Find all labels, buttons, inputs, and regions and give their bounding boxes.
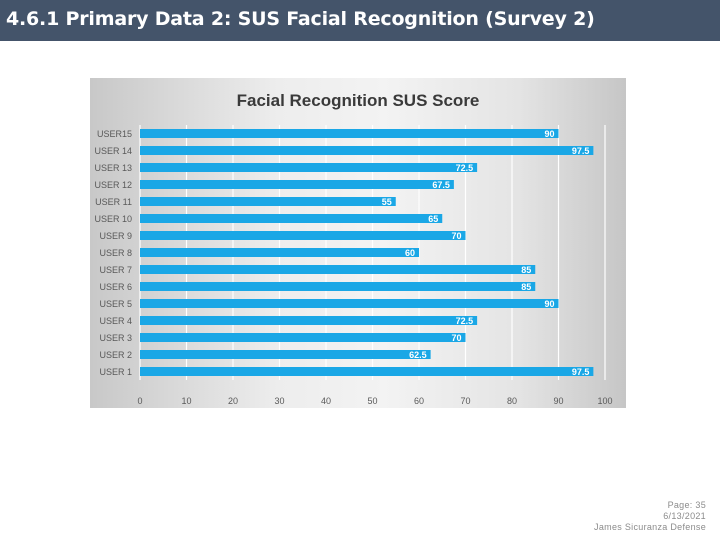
x-tick-label: 90	[553, 396, 563, 406]
bar	[140, 214, 443, 223]
category-label: USER 13	[94, 163, 132, 173]
bar	[140, 163, 478, 172]
slide-title-bar: 4.6.1 Primary Data 2: SUS Facial Recogni…	[0, 0, 720, 41]
category-label: USER 2	[99, 350, 132, 360]
footer-author: James Sicuranza Defense	[594, 522, 706, 532]
x-tick-label: 70	[460, 396, 470, 406]
x-tick-label: 10	[181, 396, 191, 406]
bar-value-label: 85	[521, 282, 531, 292]
bar-value-label: 72.5	[456, 316, 474, 326]
x-tick-label: 100	[597, 396, 612, 406]
bar-value-label: 85	[521, 265, 531, 275]
category-label: USER 7	[99, 265, 132, 275]
bar	[140, 299, 559, 308]
footer-page: Page: 35	[667, 500, 706, 510]
chart-bars: 90 97.5 72.5 67.5 55 65 70 60 85 85 90 72.5 70 62.5 97…	[140, 129, 594, 377]
category-label: USER 11	[95, 197, 132, 207]
category-label: USER 6	[99, 282, 132, 292]
bar	[140, 248, 419, 257]
bar-value-label: 72.5	[456, 163, 474, 173]
bar-value-label: 62.5	[409, 350, 427, 360]
bar-value-label: 70	[451, 333, 461, 343]
bar	[140, 350, 431, 359]
bar-value-label: 90	[544, 129, 554, 139]
bar-value-label: 65	[428, 214, 438, 224]
slide-footer: Page: 35 6/13/2021 James Sicuranza Defen…	[594, 500, 706, 533]
chart-canvas: Facial Recognition SUS Score 90 97.5 72.5 6…	[94, 91, 612, 406]
slide-title: 4.6.1 Primary Data 2: SUS Facial Recogni…	[6, 8, 595, 30]
footer-date: 6/13/2021	[663, 511, 706, 521]
x-tick-label: 80	[507, 396, 517, 406]
bar-value-label: 55	[382, 197, 392, 207]
category-label: USER 12	[94, 180, 132, 190]
chart-title: Facial Recognition SUS Score	[237, 91, 480, 110]
x-tick-label: 30	[274, 396, 284, 406]
category-label: USER 4	[99, 316, 132, 326]
bar-value-label: 90	[544, 299, 554, 309]
category-label: USER 1	[99, 367, 132, 377]
bar-value-label: 97.5	[572, 146, 590, 156]
category-label: USER 14	[94, 146, 132, 156]
x-tick-label: 0	[137, 396, 142, 406]
bar	[140, 197, 396, 206]
bar	[140, 129, 559, 138]
bar	[140, 265, 536, 274]
category-label: USER 5	[99, 299, 132, 309]
bar	[140, 180, 454, 189]
bar	[140, 367, 594, 376]
bar-value-label: 70	[451, 231, 461, 241]
chart-x-tick-labels: 0 10 20 30 40 50 60 70 80 90 100	[137, 396, 612, 406]
x-tick-label: 60	[414, 396, 424, 406]
x-tick-label: 40	[321, 396, 331, 406]
x-tick-label: 50	[367, 396, 377, 406]
category-label: USER 8	[99, 248, 132, 258]
bar-value-label: 97.5	[572, 367, 590, 377]
category-label: USER 3	[99, 333, 132, 343]
bar-value-label: 60	[405, 248, 415, 258]
bar	[140, 282, 536, 291]
bar	[140, 316, 478, 325]
x-tick-label: 20	[228, 396, 238, 406]
bar	[140, 333, 466, 342]
bar	[140, 231, 466, 240]
sus-bar-chart: Facial Recognition SUS Score 90 97.5 72.5 6…	[90, 78, 626, 408]
bar-value-label: 67.5	[432, 180, 450, 190]
chart-category-labels: USER15 USER 14 USER 13 USER 12 USER 11 USER 1…	[94, 129, 132, 377]
category-label: USER 10	[94, 214, 132, 224]
category-label: USER15	[97, 129, 132, 139]
category-label: USER 9	[99, 231, 132, 241]
bar	[140, 146, 594, 155]
